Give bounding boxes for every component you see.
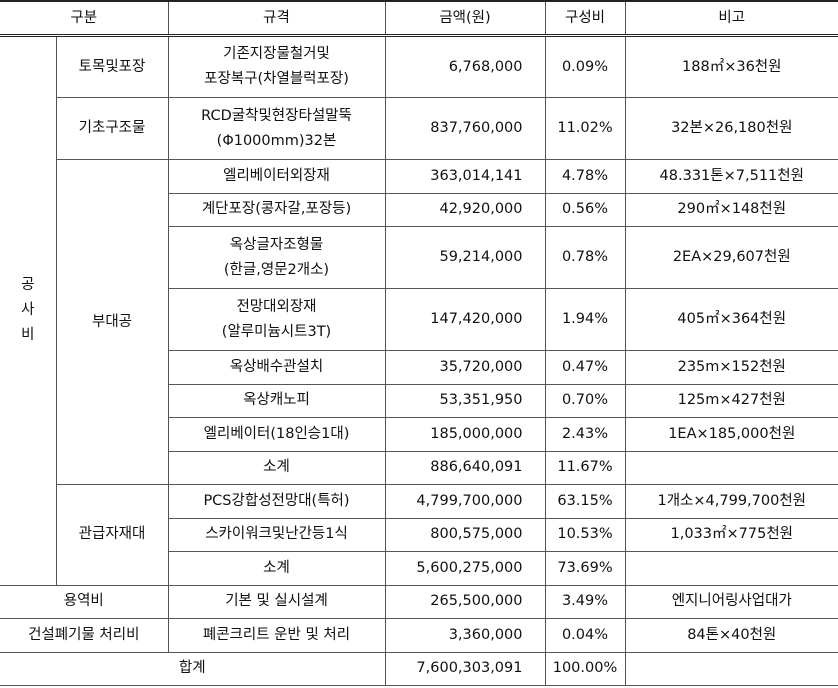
note-cell: 405㎡×364천원	[624, 288, 838, 351]
amount-cell: 42,920,000	[384, 192, 546, 227]
spec-cell: 엘리베이터외장재	[167, 159, 386, 194]
ratio-cell: 0.47%	[544, 350, 626, 385]
note-cell: 32본×26,180천원	[624, 97, 838, 160]
amount-cell: 59,214,000	[384, 226, 546, 289]
amount-cell: 886,640,091	[384, 450, 546, 485]
section-cell: 용역비	[0, 584, 169, 619]
table-row: 엘리베이터(18인승1대) 185,000,000 2.43% 1EA×185,000…	[0, 417, 838, 452]
spec-cell: 소계	[168, 450, 386, 485]
spec-cell: 엘리베이터(18인승1대)	[168, 417, 386, 452]
amount-cell: 3,360,000	[384, 618, 546, 653]
total-label: 합계	[0, 651, 386, 686]
group-cell: 부대공	[56, 159, 169, 485]
spec-cell: 소계	[168, 551, 386, 586]
ratio-cell: 0.56%	[544, 192, 626, 227]
table-row: 소계 5,600,275,000 73.69%	[0, 551, 838, 586]
ratio-cell: 2.43%	[544, 417, 626, 452]
table-row: 공 사 비 토목및포장 기존지장물철거및 포장복구(차열블럭포장) 6,768,000…	[0, 35, 838, 586]
amount-cell: 6,768,000	[384, 35, 546, 98]
amount-cell: 35,720,000	[384, 350, 546, 385]
note-cell	[624, 450, 838, 485]
table-row: 부대공 엘리베이터외장재 363,014,141 4.78% 48.331톤×7,511…	[0, 159, 838, 485]
note-cell	[624, 551, 838, 586]
table-row: 기초구조물 RCD굴착및현장타설말뚝 (Φ1000mm)32본 837,760,00…	[0, 97, 838, 160]
amount-cell: 837,760,000	[384, 97, 546, 160]
spec-cell: PCS강합성전망대(특허)	[167, 484, 386, 519]
table-body: 공 사 비 토목및포장 기존지장물철거및 포장복구(차열블럭포장) 6,768,000…	[0, 35, 838, 686]
note-cell: 1EA×185,000천원	[624, 417, 838, 452]
spec-cell: 스카이워크및난간등1식	[168, 517, 386, 552]
header-cell: 규격	[167, 0, 386, 37]
note-cell: 1,033㎡×775천원	[624, 517, 838, 552]
note-cell: 290㎡×148천원	[624, 192, 838, 227]
spec-cell: RCD굴착및현장타설말뚝 (Φ1000mm)32본	[167, 97, 386, 160]
ratio-cell: 100.00%	[544, 651, 626, 686]
ratio-cell: 0.78%	[544, 226, 626, 289]
section-cell: 건설폐기물 처리비	[0, 618, 169, 653]
note-cell: 1개소×4,799,700천원	[624, 484, 838, 519]
total-row: 합계 7,600,303,091 100.00%	[0, 651, 838, 686]
table-row: 옥상배수관설치 35,720,000 0.47% 235m×152천원	[0, 350, 838, 385]
amount-cell: 4,799,700,000	[384, 484, 546, 519]
table-row: 옥상글자조형물 (한글,영문2개소) 59,214,000 0.78% 2EA×29,…	[0, 226, 838, 289]
spec-cell: 옥상캐노피	[168, 383, 386, 418]
table-row: 관급자재대 PCS강합성전망대(특허) 4,799,700,000 63.15% 1개소…	[0, 484, 838, 586]
table-row: 용역비 기본 및 실시설계 265,500,000 3.49% 엔지니어링사업대가	[0, 584, 838, 619]
note-cell: 84톤×40천원	[624, 618, 838, 653]
ratio-cell: 0.04%	[544, 618, 626, 653]
note-cell: 125m×427천원	[624, 383, 838, 418]
amount-cell: 53,351,950	[384, 383, 546, 418]
group-cell: 기초구조물	[56, 97, 169, 160]
amount-cell: 265,500,000	[384, 584, 546, 619]
spec-cell: 계단포장(콩자갈,포장등)	[168, 192, 386, 227]
ratio-cell: 10.53%	[544, 517, 626, 552]
table-row: 건설폐기물 처리비 폐콘크리트 운반 및 처리 3,360,000 0.04% 84톤×…	[0, 618, 838, 653]
ratio-cell: 63.15%	[544, 484, 626, 519]
note-cell: 235m×152천원	[624, 350, 838, 385]
spec-cell: 전망대외장재 (알루미늄시트3T)	[168, 288, 386, 351]
ratio-cell: 3.49%	[544, 584, 626, 619]
ratio-cell: 0.09%	[544, 35, 626, 98]
ratio-cell: 73.69%	[544, 551, 626, 586]
section-cell: 공 사 비	[0, 35, 57, 586]
spec-cell: 옥상배수관설치	[168, 350, 386, 385]
ratio-cell: 1.94%	[544, 288, 626, 351]
spec-cell: 기본 및 실시설계	[167, 584, 386, 619]
header-cell: 비고	[624, 0, 838, 37]
header-row: 구분 규격 금액(원) 구성비 비고	[0, 0, 838, 37]
amount-cell: 363,014,141	[384, 159, 546, 194]
header-cell: 금액(원)	[384, 0, 546, 37]
amount-cell: 800,575,000	[384, 517, 546, 552]
ratio-cell: 11.02%	[544, 97, 626, 160]
note-cell: 엔지니어링사업대가	[624, 584, 838, 619]
header-cell: 구분	[0, 0, 169, 37]
ratio-cell: 11.67%	[544, 450, 626, 485]
spec-cell: 기존지장물철거및 포장복구(차열블럭포장)	[167, 35, 386, 98]
note-cell: 2EA×29,607천원	[624, 226, 838, 289]
ratio-cell: 4.78%	[544, 159, 626, 194]
header-cell: 구성비	[544, 0, 626, 37]
group-cell: 관급자재대	[56, 484, 169, 586]
spec-cell: 폐콘크리트 운반 및 처리	[167, 618, 386, 653]
table-header: 구분 규격 금액(원) 구성비 비고	[0, 0, 838, 37]
amount-cell: 147,420,000	[384, 288, 546, 351]
table-row: 전망대외장재 (알루미늄시트3T) 147,420,000 1.94% 405㎡×36…	[0, 288, 838, 351]
amount-cell: 5,600,275,000	[384, 551, 546, 586]
note-cell: 48.331톤×7,511천원	[624, 159, 838, 194]
group-cell: 토목및포장	[55, 35, 169, 98]
spec-cell: 옥상글자조형물 (한글,영문2개소)	[168, 226, 386, 289]
amount-cell: 185,000,000	[384, 417, 546, 452]
note-cell: 188㎡×36천원	[624, 35, 838, 98]
amount-cell: 7,600,303,091	[384, 651, 546, 686]
ratio-cell: 0.70%	[544, 383, 626, 418]
table-row: 스카이워크및난간등1식 800,575,000 10.53% 1,033㎡×775천원	[0, 517, 838, 552]
note-cell	[624, 651, 838, 686]
